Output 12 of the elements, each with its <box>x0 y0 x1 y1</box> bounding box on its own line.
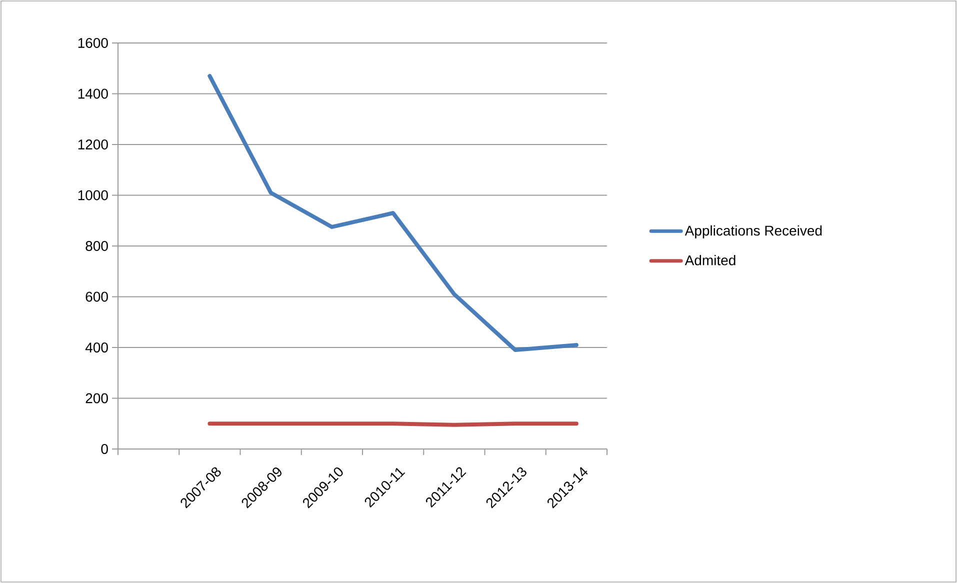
y-tick-label: 600 <box>86 292 108 302</box>
y-tick-label: 800 <box>86 241 108 251</box>
legend-label: Applications Received <box>684 225 822 238</box>
y-tick-label: 0 <box>101 444 108 454</box>
y-tick-label: 1400 <box>78 88 108 99</box>
y-tick-label: 400 <box>85 342 108 352</box>
legend-label: Admited <box>684 254 736 266</box>
y-tick-label: 200 <box>86 393 108 404</box>
y-tick-label: 1000 <box>78 190 108 200</box>
y-tick-label: 1200 <box>78 140 108 150</box>
line-series <box>208 74 578 352</box>
y-tick-label: 1600 <box>78 38 108 48</box>
